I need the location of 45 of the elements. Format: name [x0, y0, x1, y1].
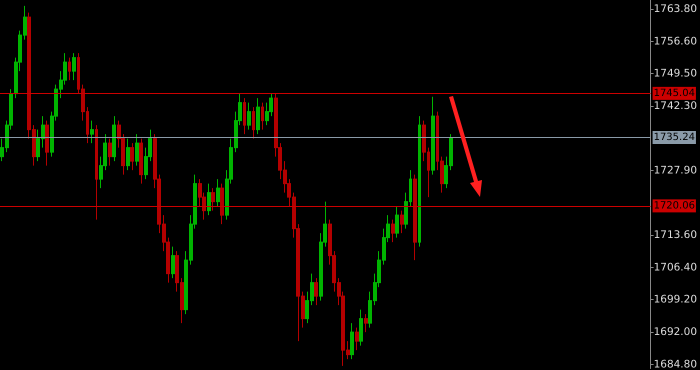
candlestick — [247, 102, 251, 130]
candlestick — [350, 322, 354, 360]
candlestick — [256, 98, 260, 135]
ref-line-label: 1720.06 — [654, 200, 695, 212]
candlestick — [252, 106, 255, 140]
candlestick — [431, 96, 435, 176]
ref-line-label: 1745.04 — [654, 88, 695, 99]
candlestick — [243, 98, 246, 135]
candlestick — [400, 210, 404, 234]
candlestick — [135, 134, 139, 166]
candlestick — [171, 246, 175, 279]
y-tick-label: 1756.60 — [654, 35, 697, 48]
y-tick-label: 1684.80 — [654, 358, 697, 370]
candlestick — [413, 174, 417, 261]
candlestick — [211, 188, 215, 212]
y-tick-label: 1713.60 — [654, 228, 697, 241]
candlestick — [95, 124, 98, 220]
candlestick — [68, 57, 71, 81]
candlestick — [418, 116, 421, 248]
candlestick — [355, 327, 359, 351]
candlestick — [359, 309, 363, 346]
candlestick — [72, 52, 76, 81]
candlestick — [314, 278, 318, 306]
candlestick — [90, 120, 94, 144]
candlestick — [391, 219, 395, 243]
candlestick — [130, 142, 134, 171]
candlestick — [220, 183, 224, 225]
candlestick — [216, 178, 220, 207]
candlestick — [45, 120, 49, 166]
y-tick-label: 1692.00 — [654, 326, 697, 338]
ref-line-label: 1735.24 — [654, 132, 695, 144]
y-tick-label: 1763.80 — [654, 3, 697, 15]
candlestick — [108, 138, 112, 166]
y-tick-label: 1749.50 — [654, 67, 697, 80]
y-tick-label: 1727.90 — [654, 164, 697, 177]
y-tick-label: 1706.40 — [654, 261, 697, 274]
candlestick — [261, 102, 264, 130]
y-tick-label: 1699.20 — [654, 294, 697, 306]
candlestick — [139, 138, 143, 184]
y-tick-label: 1742.30 — [654, 100, 697, 112]
candlestick — [126, 138, 130, 171]
candlestick — [112, 116, 116, 162]
candlestick — [207, 183, 211, 216]
candlestick — [395, 206, 399, 238]
candlestick — [364, 314, 368, 333]
